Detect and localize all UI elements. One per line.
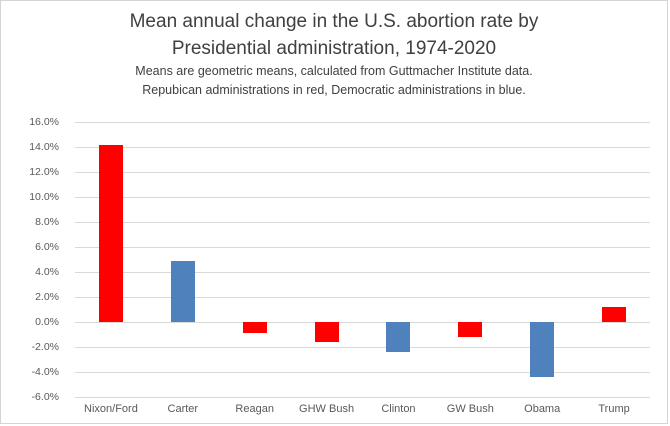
x-tick-label: Trump bbox=[598, 403, 630, 415]
x-tick-label: GW Bush bbox=[446, 403, 494, 415]
gridline bbox=[75, 321, 650, 323]
x-axis: Nixon/Ford Carter Reagan GHW Bush Clinton GW … bbox=[75, 403, 650, 415]
y-tick-label: 4.0% bbox=[35, 266, 59, 278]
bar-trump bbox=[602, 307, 627, 322]
bar-gw-bush bbox=[458, 322, 483, 337]
x-tick-label: Nixon/Ford bbox=[84, 403, 138, 415]
gridline bbox=[75, 221, 650, 223]
bar-obama bbox=[530, 322, 555, 377]
y-tick-label: 8.0% bbox=[35, 216, 59, 228]
chart-subtitle-line1: Means are geometric means, calculated fr… bbox=[135, 64, 533, 78]
gridline bbox=[75, 346, 650, 348]
y-axis: 16.0% 14.0% 12.0% 10.0% 8.0% 6.0% 4.0% 2.0% 0.0%… bbox=[1, 116, 67, 403]
y-tick-label: -2.0% bbox=[31, 341, 59, 353]
chart-subtitle: Means are geometric means, calculated fr… bbox=[1, 62, 667, 100]
x-tick-label: Carter bbox=[167, 403, 199, 415]
gridline bbox=[75, 196, 650, 198]
gridline bbox=[75, 121, 650, 123]
bar-reagan bbox=[242, 322, 267, 334]
gridline bbox=[75, 396, 650, 398]
gridline bbox=[75, 371, 650, 373]
y-tick-label: 10.0% bbox=[29, 191, 59, 203]
chart-title-line2: Presidential administration, 1974-2020 bbox=[171, 38, 497, 59]
y-tick-label: -6.0% bbox=[31, 391, 59, 403]
y-tick-label: 14.0% bbox=[29, 141, 59, 153]
gridline bbox=[75, 296, 650, 298]
y-tick-label: 0.0% bbox=[35, 316, 59, 328]
x-tick-label: GHW Bush bbox=[299, 403, 355, 415]
y-tick-label: 2.0% bbox=[35, 291, 59, 303]
gridline bbox=[75, 271, 650, 273]
y-tick-label: 6.0% bbox=[35, 241, 59, 253]
chart-title-line1: Mean annual change in the U.S. abortion … bbox=[129, 11, 539, 32]
plot-area bbox=[75, 121, 650, 398]
chart-title: Mean annual change in the U.S. abortion … bbox=[1, 8, 667, 62]
x-tick-label: Obama bbox=[524, 403, 561, 415]
gridline bbox=[75, 246, 650, 248]
x-tick-label: Clinton bbox=[381, 403, 416, 415]
gridline bbox=[75, 146, 650, 148]
bar-ghw-bush bbox=[314, 322, 339, 342]
y-tick-label: 16.0% bbox=[29, 116, 59, 128]
y-tick-label: 12.0% bbox=[29, 166, 59, 178]
bar-nixon-ford bbox=[98, 144, 123, 322]
bar-clinton bbox=[386, 322, 411, 352]
x-tick-label: Reagan bbox=[235, 403, 274, 415]
gridline bbox=[75, 171, 650, 173]
chart-subtitle-line2: Repubican administrations in red, Democr… bbox=[142, 83, 526, 97]
bar-carter bbox=[170, 260, 195, 322]
y-tick-label: -4.0% bbox=[31, 366, 59, 378]
